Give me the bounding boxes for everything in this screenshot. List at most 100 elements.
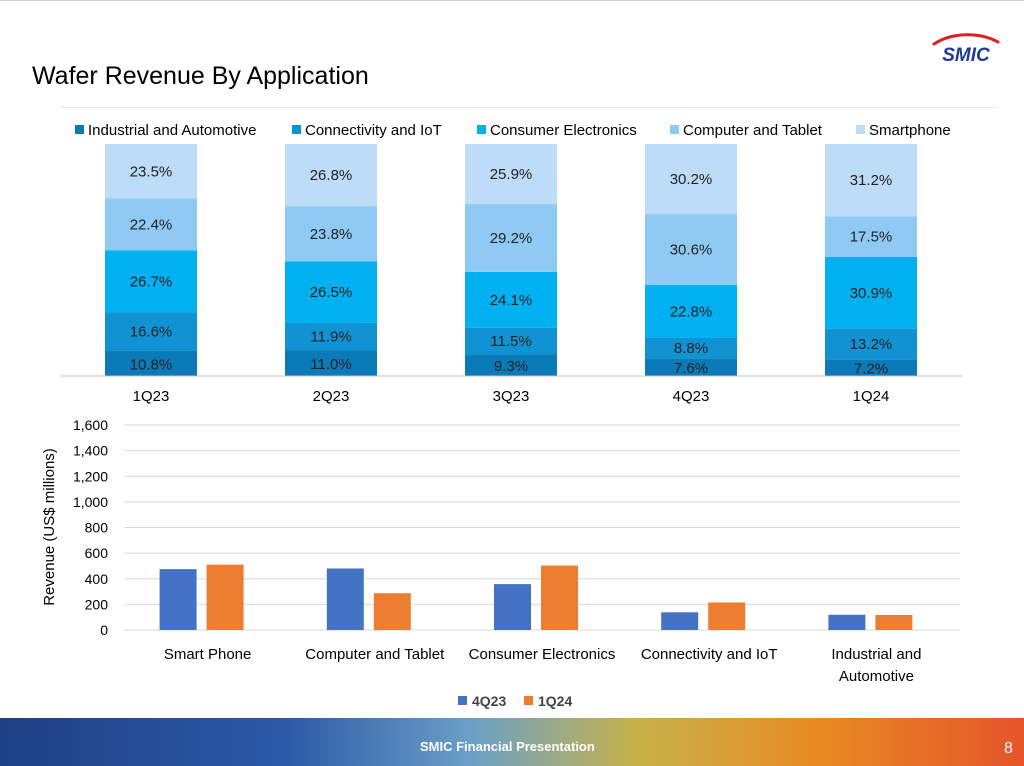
bar — [661, 612, 699, 630]
stacked-segment — [105, 198, 197, 251]
segment-label: 24.1% — [490, 292, 533, 309]
category-label: Consumer Electronics — [469, 646, 616, 663]
legend-swatch — [524, 696, 533, 705]
segment-label: 26.7% — [130, 273, 173, 290]
segment-label: 23.5% — [130, 163, 173, 180]
stacked-segment — [825, 216, 917, 257]
segment-label: 30.6% — [670, 242, 713, 259]
bar — [708, 602, 746, 630]
bar — [828, 614, 866, 630]
logo-swoosh — [932, 33, 1000, 46]
segment-label: 8.8% — [674, 340, 708, 357]
stacked-segment — [645, 358, 737, 376]
stacked-segment — [825, 328, 917, 360]
segment-label: 11.9% — [310, 329, 351, 346]
stacked-segment — [285, 350, 377, 376]
stacked-segment — [645, 337, 737, 359]
stacked-segment — [645, 214, 737, 286]
slide-title: Wafer Revenue By Application — [32, 62, 369, 90]
segment-label: 7.2% — [854, 361, 888, 378]
y-tick-label: 200 — [85, 596, 109, 612]
footer-band — [0, 718, 1024, 766]
y-tick-label: 800 — [85, 520, 109, 536]
bar — [206, 564, 244, 630]
stacked-segment — [285, 206, 377, 262]
segment-label: 7.6% — [674, 360, 708, 377]
segment-label: 29.2% — [490, 230, 533, 247]
stacked-segment — [105, 312, 197, 351]
bar — [159, 569, 197, 630]
legend-label: Computer and Tablet — [683, 122, 823, 139]
segment-label: 23.8% — [310, 226, 353, 243]
top-border — [0, 0, 1024, 1]
y-tick-label: 400 — [85, 571, 109, 587]
bar — [326, 568, 364, 630]
y-tick-label: 1,200 — [73, 468, 108, 484]
stacked-segment — [465, 327, 557, 355]
stacked-segment — [285, 322, 377, 351]
stacked-segment — [105, 250, 197, 313]
segment-label: 9.3% — [494, 358, 528, 375]
category-label: Smart Phone — [164, 646, 252, 663]
legend-swatch — [458, 696, 467, 705]
stacked-segment — [825, 359, 917, 376]
y-tick-label: 0 — [100, 622, 108, 638]
bar — [541, 565, 578, 630]
stacked-segment — [105, 350, 197, 376]
legend-swatch — [75, 125, 84, 134]
legend-swatch — [477, 125, 486, 134]
category-label: 2Q23 — [313, 388, 350, 405]
category-label: 1Q23 — [133, 388, 170, 405]
category-label: Computer and Tablet — [305, 646, 445, 663]
stacked-segment — [285, 261, 377, 323]
segment-label: 16.6% — [130, 324, 173, 341]
segment-label: 13.2% — [850, 336, 893, 353]
legend-swatch — [670, 125, 679, 134]
y-tick-label: 1,400 — [73, 443, 108, 459]
stacked-segment — [465, 144, 557, 205]
segment-label: 25.9% — [490, 166, 533, 183]
legend-label: Industrial and Automotive — [88, 122, 256, 139]
stacked-segment — [825, 144, 917, 217]
page-number: 8 — [1004, 740, 1013, 757]
segment-label: 11.0% — [310, 356, 351, 373]
stacked-segment — [465, 271, 557, 328]
segment-label: 31.2% — [850, 172, 893, 189]
stacked-segment — [465, 354, 557, 376]
legend-label: 4Q23 — [472, 693, 506, 709]
footer-title: SMIC Financial Presentation — [420, 739, 595, 754]
legend-label: Consumer Electronics — [490, 122, 637, 139]
stacked-segment — [285, 144, 377, 207]
revenue-bar-chart: 0 200 400 600 800 1,000 1,200 1,400 1,600 Revenue… — [41, 417, 960, 709]
stacked-segment — [645, 285, 737, 338]
legend-label: Connectivity and IoT — [305, 122, 442, 139]
segment-label: 11.5% — [490, 333, 531, 350]
category-label: Connectivity and IoT — [641, 646, 778, 663]
legend-swatch — [856, 125, 865, 134]
stacked-segment — [465, 204, 557, 272]
y-tick-label: 1,000 — [73, 494, 108, 510]
category-label: 4Q23 — [673, 388, 710, 405]
smic-logo: SMIC — [932, 33, 1000, 66]
segment-label: 30.2% — [670, 171, 713, 188]
stacked-segment — [105, 144, 197, 199]
y-tick-label: 600 — [85, 545, 109, 561]
category-label: 3Q23 — [493, 388, 530, 405]
segment-label: 22.4% — [130, 217, 173, 234]
bar — [494, 584, 531, 630]
charts-canvas: Industrial and Automotive Connectivity an… — [41, 122, 962, 709]
bar — [875, 615, 913, 630]
bar — [373, 593, 411, 630]
category-label: Industrial and — [831, 646, 921, 663]
category-label: Automotive — [839, 668, 914, 685]
segment-label: 10.8% — [130, 356, 173, 373]
category-label: 1Q24 — [853, 388, 890, 405]
legend-label: 1Q24 — [538, 693, 572, 709]
segment-label: 26.5% — [310, 284, 353, 301]
segment-label: 17.5% — [850, 229, 893, 246]
y-axis-title: Revenue (US$ millions) — [41, 448, 58, 606]
y-tick-label: 1,600 — [73, 417, 108, 433]
segment-label: 30.9% — [850, 285, 893, 302]
legend-label: Smartphone — [869, 122, 951, 139]
logo-text: SMIC — [942, 45, 990, 66]
